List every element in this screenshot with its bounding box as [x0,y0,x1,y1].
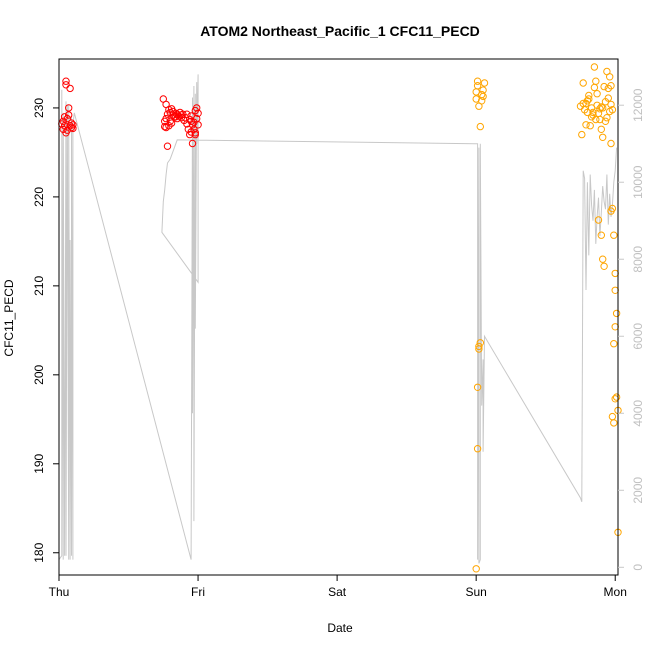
y2-tick-label: 10000 [631,165,645,199]
series-layer [58,63,622,573]
data-point [590,63,599,71]
data-point [586,122,594,130]
y-tick-label: 200 [32,364,46,384]
data-point [473,82,482,90]
y-tick-label: 180 [32,542,46,562]
x-tick-label: Sat [328,585,347,599]
data-point [187,117,195,126]
data-point [476,339,484,347]
y-tick-label: 190 [32,453,46,473]
data-point [582,121,590,129]
data-point [606,107,614,116]
data-point [177,114,186,122]
data-point [63,114,72,123]
data-point [594,216,603,224]
data-point [62,81,70,89]
data-point [578,130,586,139]
x-tick-label: Mon [604,585,627,599]
data-point [585,91,593,100]
data-point [194,109,202,118]
data-point [69,121,77,129]
data-point [593,90,601,98]
data-point [607,139,615,148]
data-point [190,125,198,134]
data-point [601,117,610,126]
data-point [604,94,612,102]
y2-tick-label: 6000 [631,323,645,350]
data-point [579,79,587,87]
data-point [585,95,593,103]
data-point [193,104,201,112]
series-group-orange [472,63,622,573]
data-point [612,393,621,401]
x-tick-label: Sun [465,585,486,599]
data-point [67,119,76,127]
x-tick-label: Fri [191,585,205,599]
data-point [183,110,191,118]
y2-tick-label: 12000 [631,88,645,122]
data-point [472,95,480,103]
series-group-red [58,77,202,150]
y2-tick-label: 0 [631,564,645,571]
data-point [610,231,618,239]
data-point [473,383,482,391]
data-point [172,113,180,121]
data-point [599,255,607,263]
data-point [599,133,607,142]
y2-tick-label: 8000 [631,246,645,273]
data-point [163,142,172,150]
y2-tick-label: 2000 [631,477,645,504]
data-point [592,115,600,124]
data-point [475,342,483,351]
data-point [480,79,489,87]
data-point [600,82,608,91]
data-point [475,102,483,110]
data-point [188,139,197,148]
data-point [610,419,618,427]
data-point [583,97,592,105]
data-point [597,125,605,134]
data-point [162,114,170,123]
data-point [610,340,618,348]
y-tick-label: 220 [32,187,46,207]
data-point [65,104,73,112]
axes-layer: Thu Fri Sat Sun Mon 180 190 200 210 220 230 0 2000 40… [32,58,645,599]
data-point [597,103,605,111]
data-point [167,119,176,127]
data-point [472,565,480,573]
data-point [161,122,169,131]
data-point [606,73,614,81]
data-point [479,92,487,101]
y-tick-label: 210 [32,276,46,296]
y2-tick-label: 4000 [631,400,645,427]
data-point [473,445,482,453]
data-point [191,129,200,137]
data-point [607,82,615,90]
x-tick-label: Thu [49,585,70,599]
y-tick-label: 230 [32,98,46,118]
data-point [194,121,202,129]
x-axis-label: Date [327,621,353,635]
data-point [476,122,484,131]
data-point [603,114,611,122]
data-point [62,77,70,85]
data-point [597,231,605,239]
data-point [66,84,74,93]
data-point [65,111,73,119]
data-point [473,77,482,85]
chart-title: ATOM2 Northeast_Pacific_1 CFC11_PECD [200,23,480,39]
data-point [589,108,597,117]
data-point [596,105,604,113]
data-point [607,100,615,109]
data-point [600,262,608,270]
data-point [69,124,77,133]
y-axis-label: CFC11_PECD [2,279,16,356]
data-point [612,309,621,318]
data-point [608,204,617,213]
data-point [592,77,600,85]
